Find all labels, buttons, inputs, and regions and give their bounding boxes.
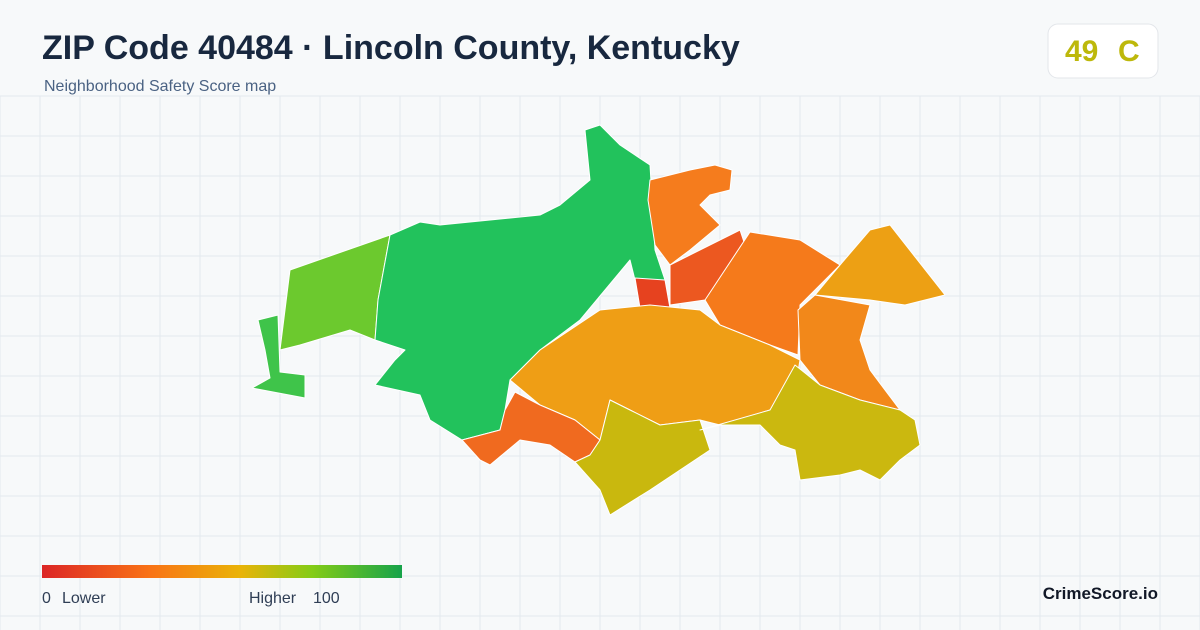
brand: CrimeScore.io — [1043, 584, 1158, 603]
legend-min-label: Lower — [62, 590, 106, 607]
neighborhood-regions — [251, 124, 946, 516]
region — [251, 314, 306, 399]
region — [699, 364, 921, 481]
legend-gradient — [42, 565, 402, 578]
legend-max: 100 — [313, 590, 340, 607]
region — [461, 391, 601, 466]
legend-min: 0 — [42, 590, 51, 607]
score: 49 — [1065, 35, 1098, 68]
region — [647, 164, 733, 266]
subtitle: Neighborhood Safety Score map — [44, 78, 276, 95]
score-badge — [1047, 23, 1159, 79]
legend-max-label: Higher — [249, 590, 297, 607]
region — [374, 124, 666, 441]
grade: C — [1118, 35, 1140, 68]
region — [574, 399, 711, 516]
region — [634, 277, 671, 309]
region — [814, 224, 946, 306]
title: ZIP Code 40484 · Lincoln County, Kentuck… — [42, 29, 740, 67]
